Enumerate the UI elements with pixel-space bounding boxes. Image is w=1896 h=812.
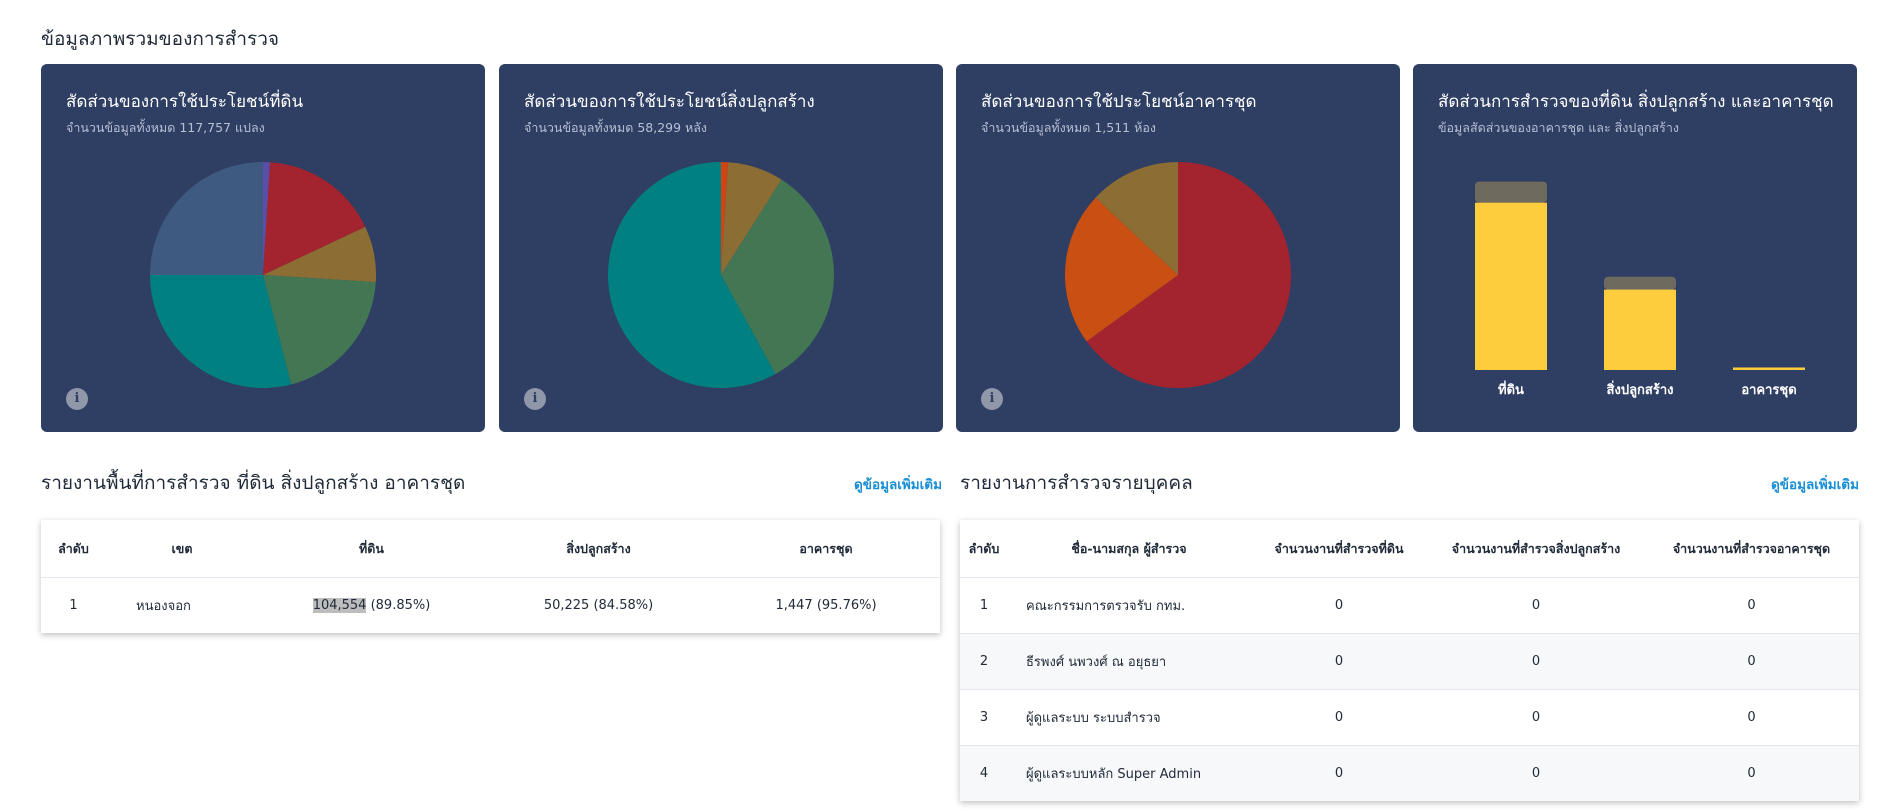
pie-slice[interactable]: [721, 179, 834, 375]
row-number: 1: [69, 598, 78, 613]
card-subtitle: จำนวนข้อมูลทั้งหมด 1,511 ห้อง: [981, 120, 1156, 135]
land-count: 0: [1250, 745, 1428, 801]
column-header[interactable]: เขต: [106, 520, 258, 578]
table-row[interactable]: 2 ธีรพงศ์ นพวงศ์ ณ อยุธยา 0 0 0: [960, 633, 1859, 690]
pie-slice[interactable]: [608, 162, 776, 388]
surveyor-name: ผู้ดูแลระบบหลัก Super Admin: [1008, 745, 1250, 801]
building-usage-pie-chart[interactable]: [608, 162, 834, 388]
land-count: 0: [1250, 577, 1428, 634]
condo-count: 0: [1644, 689, 1859, 746]
bar-segment[interactable]: [1604, 289, 1676, 370]
condo-cell: 1,447 (95.76%): [775, 598, 877, 613]
person-report-table: ลำดับ ชื่อ-นามสกุล ผู้สำรวจ จำนวนงานที่ส…: [960, 520, 1859, 801]
land-usage-pie-chart[interactable]: [150, 162, 376, 388]
pie-slice[interactable]: [1095, 162, 1178, 275]
row-number: 2: [960, 633, 1008, 690]
column-header[interactable]: สิ่งปลูกสร้าง: [485, 520, 712, 578]
bar-category-label: สิ่งปลูกสร้าง: [1606, 380, 1673, 398]
row-number: 3: [960, 689, 1008, 746]
person-report-more-link[interactable]: ดูข้อมูลเพิ่มเติม: [1771, 477, 1859, 493]
survey-proportion-bar-chart[interactable]: ที่ดิน สิ่งปลูกสร้าง อาคารชุด: [1413, 64, 1857, 432]
pie-slice[interactable]: [721, 162, 782, 275]
land-value: 104,554: [312, 598, 367, 613]
card-title: สัดส่วนของการใช้ประโยชน์อาคารชุด: [981, 92, 1257, 112]
table-row[interactable]: 1 หนองจอก 104,554 (89.85%) 50,225 (84.58…: [41, 578, 940, 634]
pie-slice[interactable]: [263, 275, 376, 385]
column-header[interactable]: ลำดับ: [960, 520, 1008, 578]
bar-segment[interactable]: [1475, 202, 1547, 370]
bar-segment[interactable]: [1475, 181, 1547, 203]
card-title: สัดส่วนการสำรวจของที่ดิน สิ่งปลูกสร้าง แ…: [1438, 92, 1834, 112]
bar-segment[interactable]: [1733, 367, 1805, 371]
building-cell: 50,225 (84.58%): [543, 598, 654, 613]
card-title: สัดส่วนของการใช้ประโยชน์สิ่งปลูกสร้าง: [524, 92, 815, 112]
bar-segment[interactable]: [1604, 276, 1676, 290]
bar-category-label: ที่ดิน: [1498, 380, 1524, 398]
building-usage-card: สัดส่วนของการใช้ประโยชน์สิ่งปลูกสร้าง จำ…: [499, 64, 943, 432]
column-header[interactable]: ลำดับ: [41, 520, 106, 578]
land-count: 0: [1250, 689, 1428, 746]
column-header[interactable]: อาคารชุด: [712, 520, 940, 578]
page-title: ข้อมูลภาพรวมของการสำรวจ: [41, 28, 280, 50]
land-percent: (89.85%): [366, 598, 431, 613]
pie-slice[interactable]: [1086, 162, 1291, 388]
building-count: 0: [1428, 689, 1644, 746]
area-report-more-link[interactable]: ดูข้อมูลเพิ่มเติม: [854, 477, 942, 493]
column-header[interactable]: จำนวนงานที่สำรวจสิ่งปลูกสร้าง: [1428, 520, 1644, 578]
card-title: สัดส่วนของการใช้ประโยชน์ที่ดิน: [66, 92, 304, 112]
bar-segment: [1475, 364, 1547, 370]
pie-slice[interactable]: [150, 275, 292, 388]
pie-slice[interactable]: [263, 162, 366, 275]
area-report-table: ลำดับ เขต ที่ดิน สิ่งปลูกสร้าง อาคารชุด …: [41, 520, 940, 633]
condo-usage-card: สัดส่วนของการใช้ประโยชน์อาคารชุด จำนวนข้…: [956, 64, 1400, 432]
land-count: 0: [1250, 633, 1428, 690]
bar-category-label: อาคารชุด: [1741, 383, 1796, 398]
column-header[interactable]: จำนวนงานที่สำรวจที่ดิน: [1250, 520, 1428, 578]
row-number: 4: [960, 745, 1008, 801]
survey-proportion-card: สัดส่วนการสำรวจของที่ดิน สิ่งปลูกสร้าง แ…: [1413, 64, 1857, 432]
column-header[interactable]: จำนวนงานที่สำรวจอาคารชุด: [1644, 520, 1859, 578]
card-subtitle: จำนวนข้อมูลทั้งหมด 58,299 หลัง: [524, 120, 708, 135]
card-subtitle: จำนวนข้อมูลทั้งหมด 117,757 แปลง: [66, 120, 265, 135]
area-report-title: รายงานพื้นที่การสำรวจ ที่ดิน สิ่งปลูกสร้…: [41, 472, 466, 494]
info-icon[interactable]: i: [66, 388, 88, 410]
table-row[interactable]: 3 ผู้ดูแลระบบ ระบบสำรวจ 0 0 0: [960, 689, 1859, 746]
condo-count: 0: [1644, 577, 1859, 634]
info-icon[interactable]: i: [981, 388, 1003, 410]
table-row[interactable]: 4 ผู้ดูแลระบบหลัก Super Admin 0 0 0: [960, 745, 1859, 801]
pie-slice[interactable]: [263, 162, 271, 275]
pie-slice[interactable]: [263, 226, 376, 283]
table-row[interactable]: 1 คณะกรรมการตรวจรับ กทม. 0 0 0: [960, 577, 1859, 634]
surveyor-name: คณะกรรมการตรวจรับ กทม.: [1008, 577, 1250, 634]
building-count: 0: [1428, 745, 1644, 801]
card-subtitle: ข้อมูลสัดส่วนของอาคารชุด และ สิ่งปลูกสร้…: [1438, 120, 1680, 135]
surveyor-name: ธีรพงศ์ นพวงศ์ ณ อยุธยา: [1008, 633, 1250, 690]
pie-slice[interactable]: [150, 162, 263, 275]
land-usage-card: สัดส่วนของการใช้ประโยชน์ที่ดิน จำนวนข้อม…: [41, 64, 485, 432]
column-header[interactable]: ชื่อ-นามสกุล ผู้สำรวจ: [1008, 520, 1250, 578]
surveyor-name: ผู้ดูแลระบบ ระบบสำรวจ: [1008, 689, 1250, 746]
condo-count: 0: [1644, 633, 1859, 690]
row-number: 1: [960, 577, 1008, 634]
building-count: 0: [1428, 633, 1644, 690]
condo-usage-pie-chart[interactable]: [1065, 162, 1291, 388]
land-cell: 104,554 (89.85%): [258, 578, 485, 634]
pie-slice[interactable]: [1065, 197, 1178, 342]
bar-segment: [1604, 364, 1676, 370]
condo-count: 0: [1644, 745, 1859, 801]
district-cell: หนองจอก: [136, 599, 191, 614]
person-report-title: รายงานการสำรวจรายบุคคล: [960, 472, 1193, 494]
info-icon[interactable]: i: [524, 388, 546, 410]
building-count: 0: [1428, 577, 1644, 634]
pie-slice[interactable]: [721, 162, 729, 275]
column-header[interactable]: ที่ดิน: [258, 520, 485, 578]
